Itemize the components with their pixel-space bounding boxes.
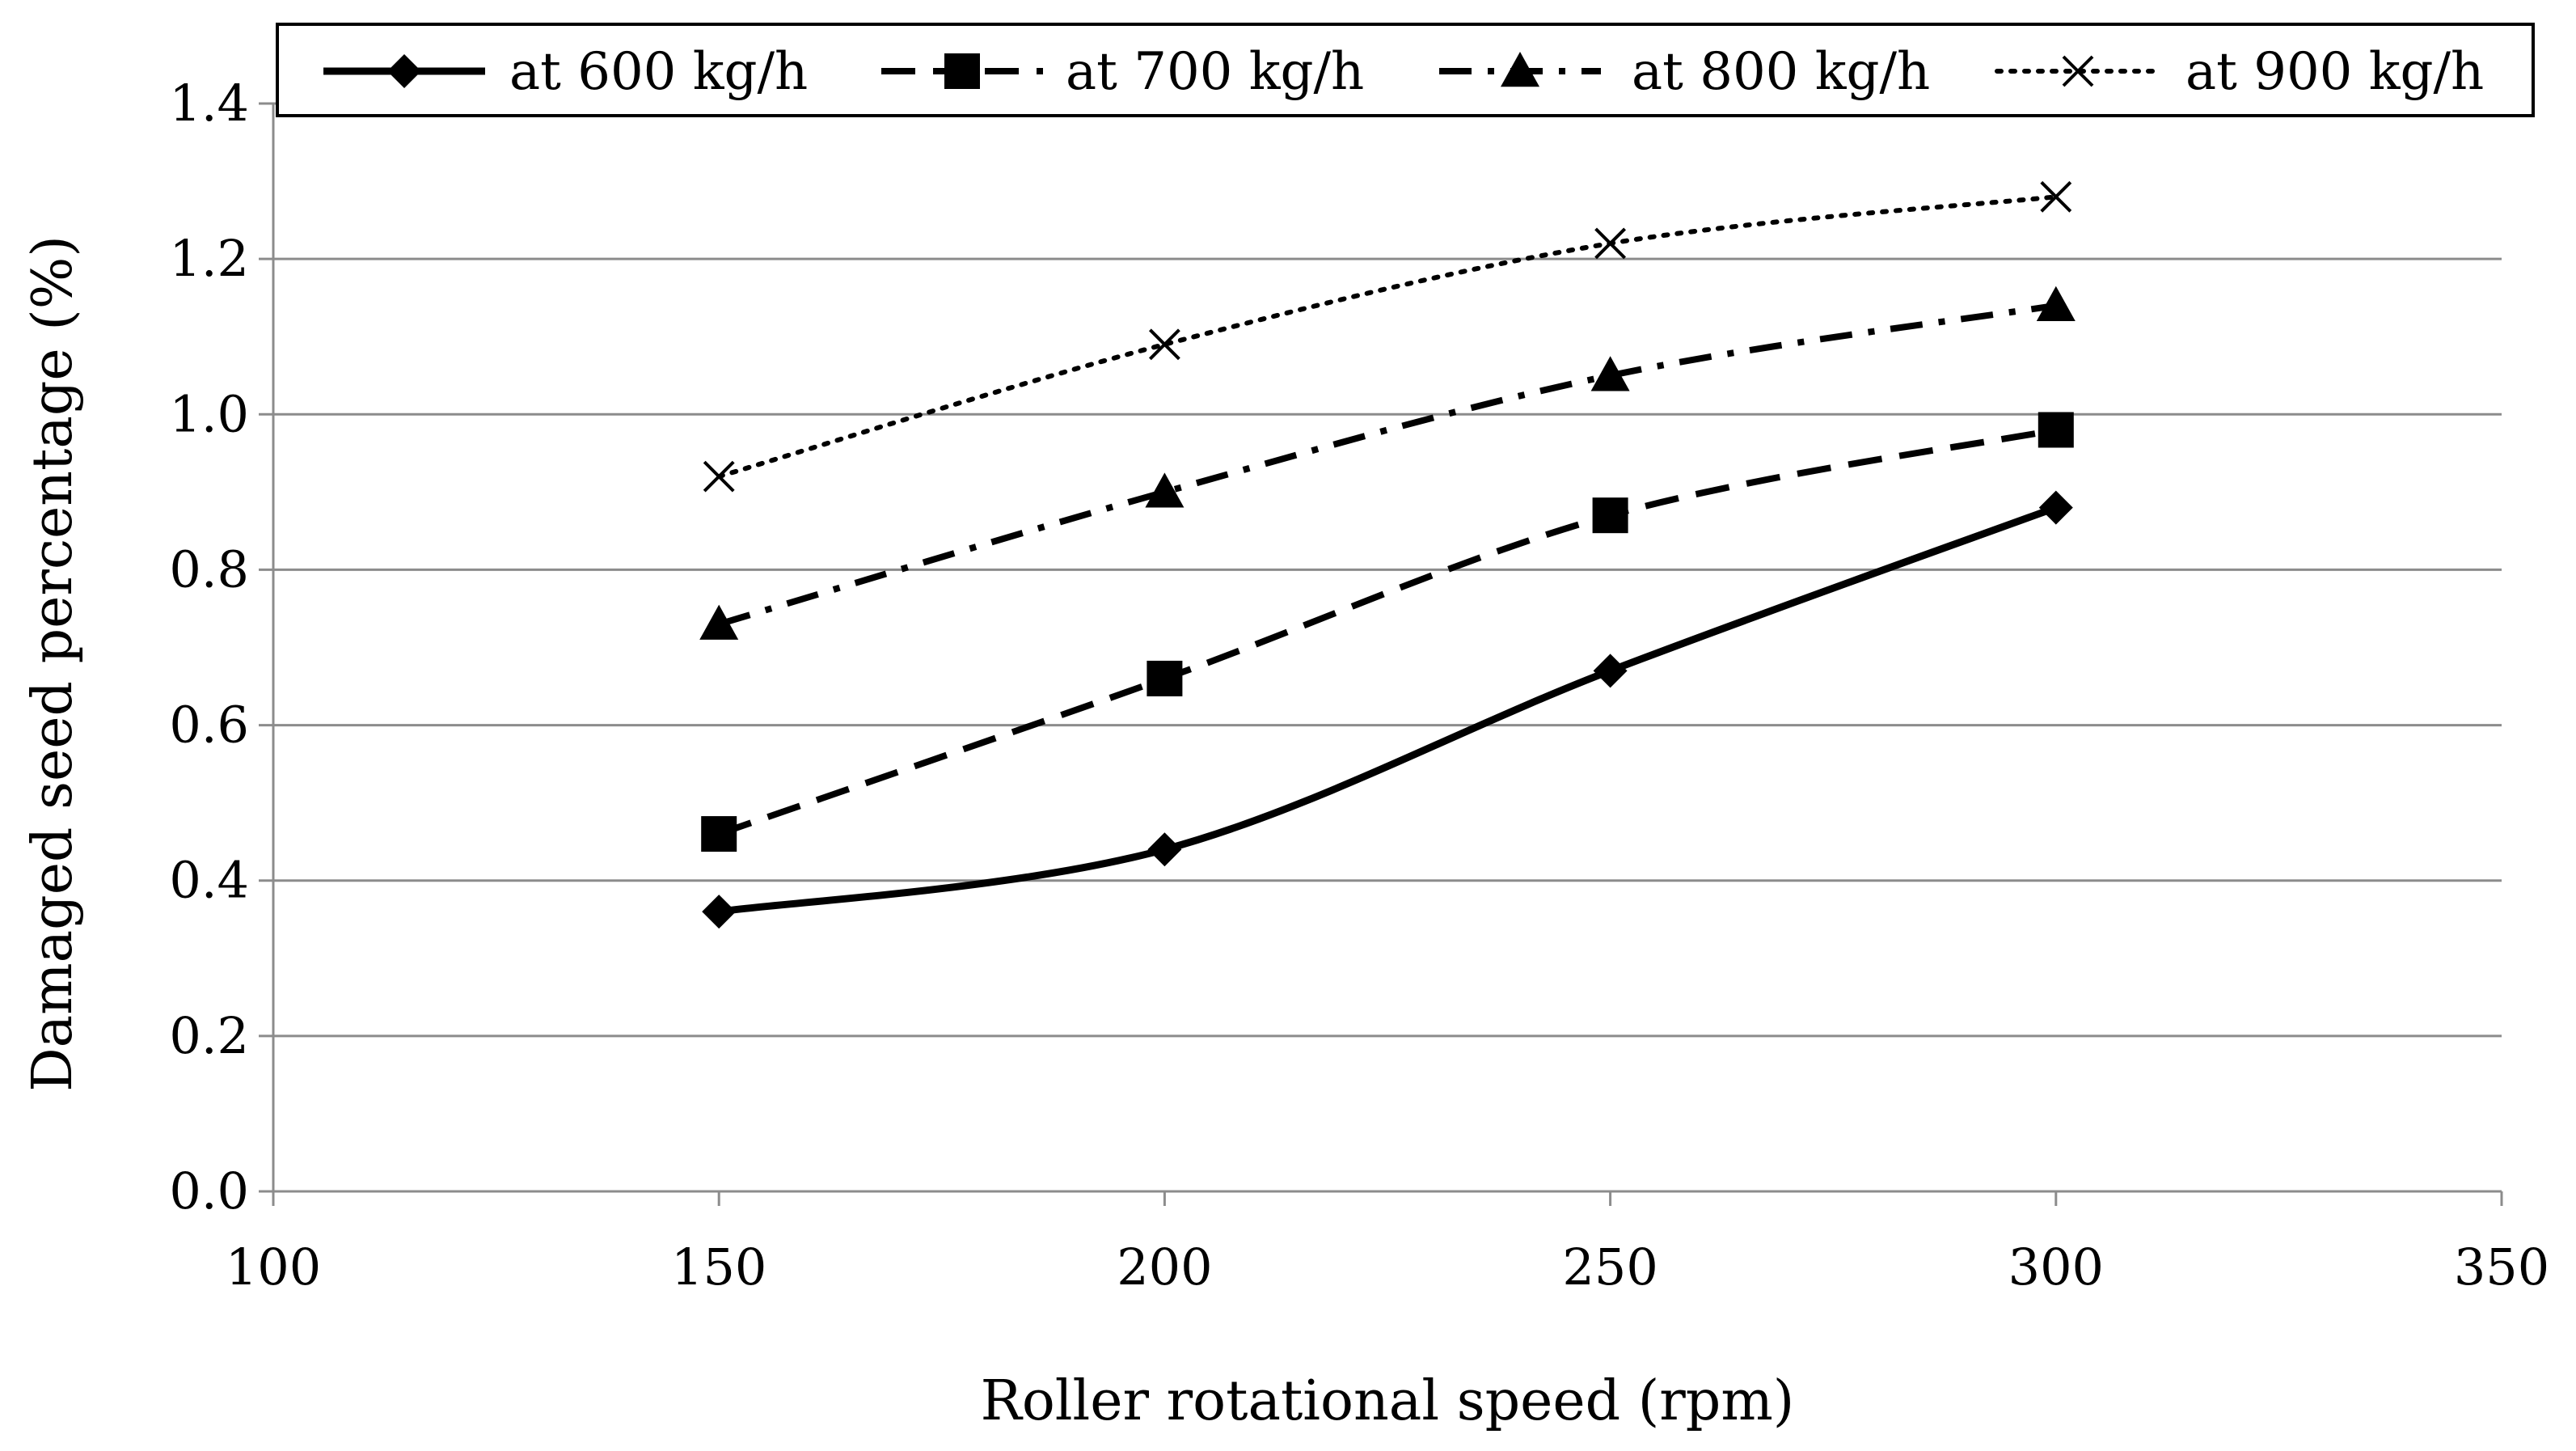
data-point [701, 816, 737, 852]
series-3 [703, 180, 2072, 493]
x-tick-label: 300 [2008, 1237, 2104, 1297]
x-tick-label: 250 [1562, 1237, 1658, 1297]
y-tick-label: 1.2 [169, 229, 249, 288]
data-point [2038, 412, 2074, 448]
data-point [1594, 227, 1627, 260]
legend-entry-2: at 800 kg/h [1439, 42, 1930, 102]
data-point [1592, 497, 1628, 534]
y-tick-label: 0.2 [169, 1006, 249, 1065]
x-tick-label: 150 [671, 1237, 766, 1297]
marker-x-stroke [2040, 180, 2072, 213]
y-tick-label: 1.0 [169, 384, 249, 443]
data-point [2040, 180, 2072, 213]
legend-label: at 800 kg/h [1632, 42, 1930, 102]
marker-x-stroke [2062, 55, 2094, 87]
data-point [703, 460, 735, 493]
data-point [699, 604, 739, 640]
x-tick-label: 200 [1117, 1237, 1212, 1297]
series-line [718, 504, 2058, 916]
data-point [1148, 328, 1180, 361]
axes [259, 102, 2503, 1206]
legend-marker [944, 53, 980, 89]
data-point [2038, 490, 2073, 525]
y-tick-label: 0.4 [169, 851, 249, 910]
x-tick-label: 350 [2454, 1237, 2549, 1297]
series-line [716, 194, 2059, 480]
y-tick-label: 0.8 [169, 539, 249, 599]
data-point [1590, 356, 1630, 391]
legend-marker [1501, 52, 1539, 87]
marker-x-stroke [703, 460, 735, 493]
tick-labels: 0.0 0.2 0.4 0.6 0.8 1.0 1.2 1.4 100 150 200 250 300 3… [169, 74, 2549, 1297]
series-0 [702, 490, 2073, 929]
y-tick-label: 1.4 [169, 74, 249, 133]
legend-label: at 900 kg/h [2185, 42, 2484, 102]
data-point [1147, 660, 1183, 696]
series-line [717, 426, 2057, 837]
legend-marker [2062, 55, 2094, 87]
x-tick-label: 100 [226, 1237, 321, 1297]
legend-marker [387, 54, 421, 88]
data-point [1147, 832, 1182, 867]
marker-x-stroke [1594, 227, 1627, 260]
legend: at 600 kg/h at 700 kg/h at 800 kg/h at 900 … [276, 23, 2535, 117]
data-point [1593, 654, 1628, 688]
legend-entry-1: at 700 kg/h [881, 42, 1364, 102]
legend-entry-3: at 900 kg/h [1995, 42, 2484, 102]
series-1 [701, 412, 2074, 852]
marker-x-stroke [1148, 328, 1180, 361]
series-2 [699, 286, 2076, 640]
gridlines [273, 102, 2502, 1038]
y-tick-label: 0.6 [169, 696, 249, 755]
data-point [1145, 472, 1185, 508]
y-axis-title: Damaged seed percentage (%) [21, 235, 85, 1092]
legend-label: at 600 kg/h [509, 42, 808, 102]
data-point [2036, 286, 2076, 321]
y-tick-label: 0.0 [169, 1161, 249, 1220]
legend-box [276, 23, 2535, 117]
x-axis-title: Roller rotational speed (rpm) [981, 1369, 1795, 1433]
legend-entry-0: at 600 kg/h [323, 42, 808, 102]
data-point [702, 895, 737, 929]
legend-label: at 700 kg/h [1066, 42, 1364, 102]
series-group [699, 180, 2076, 929]
